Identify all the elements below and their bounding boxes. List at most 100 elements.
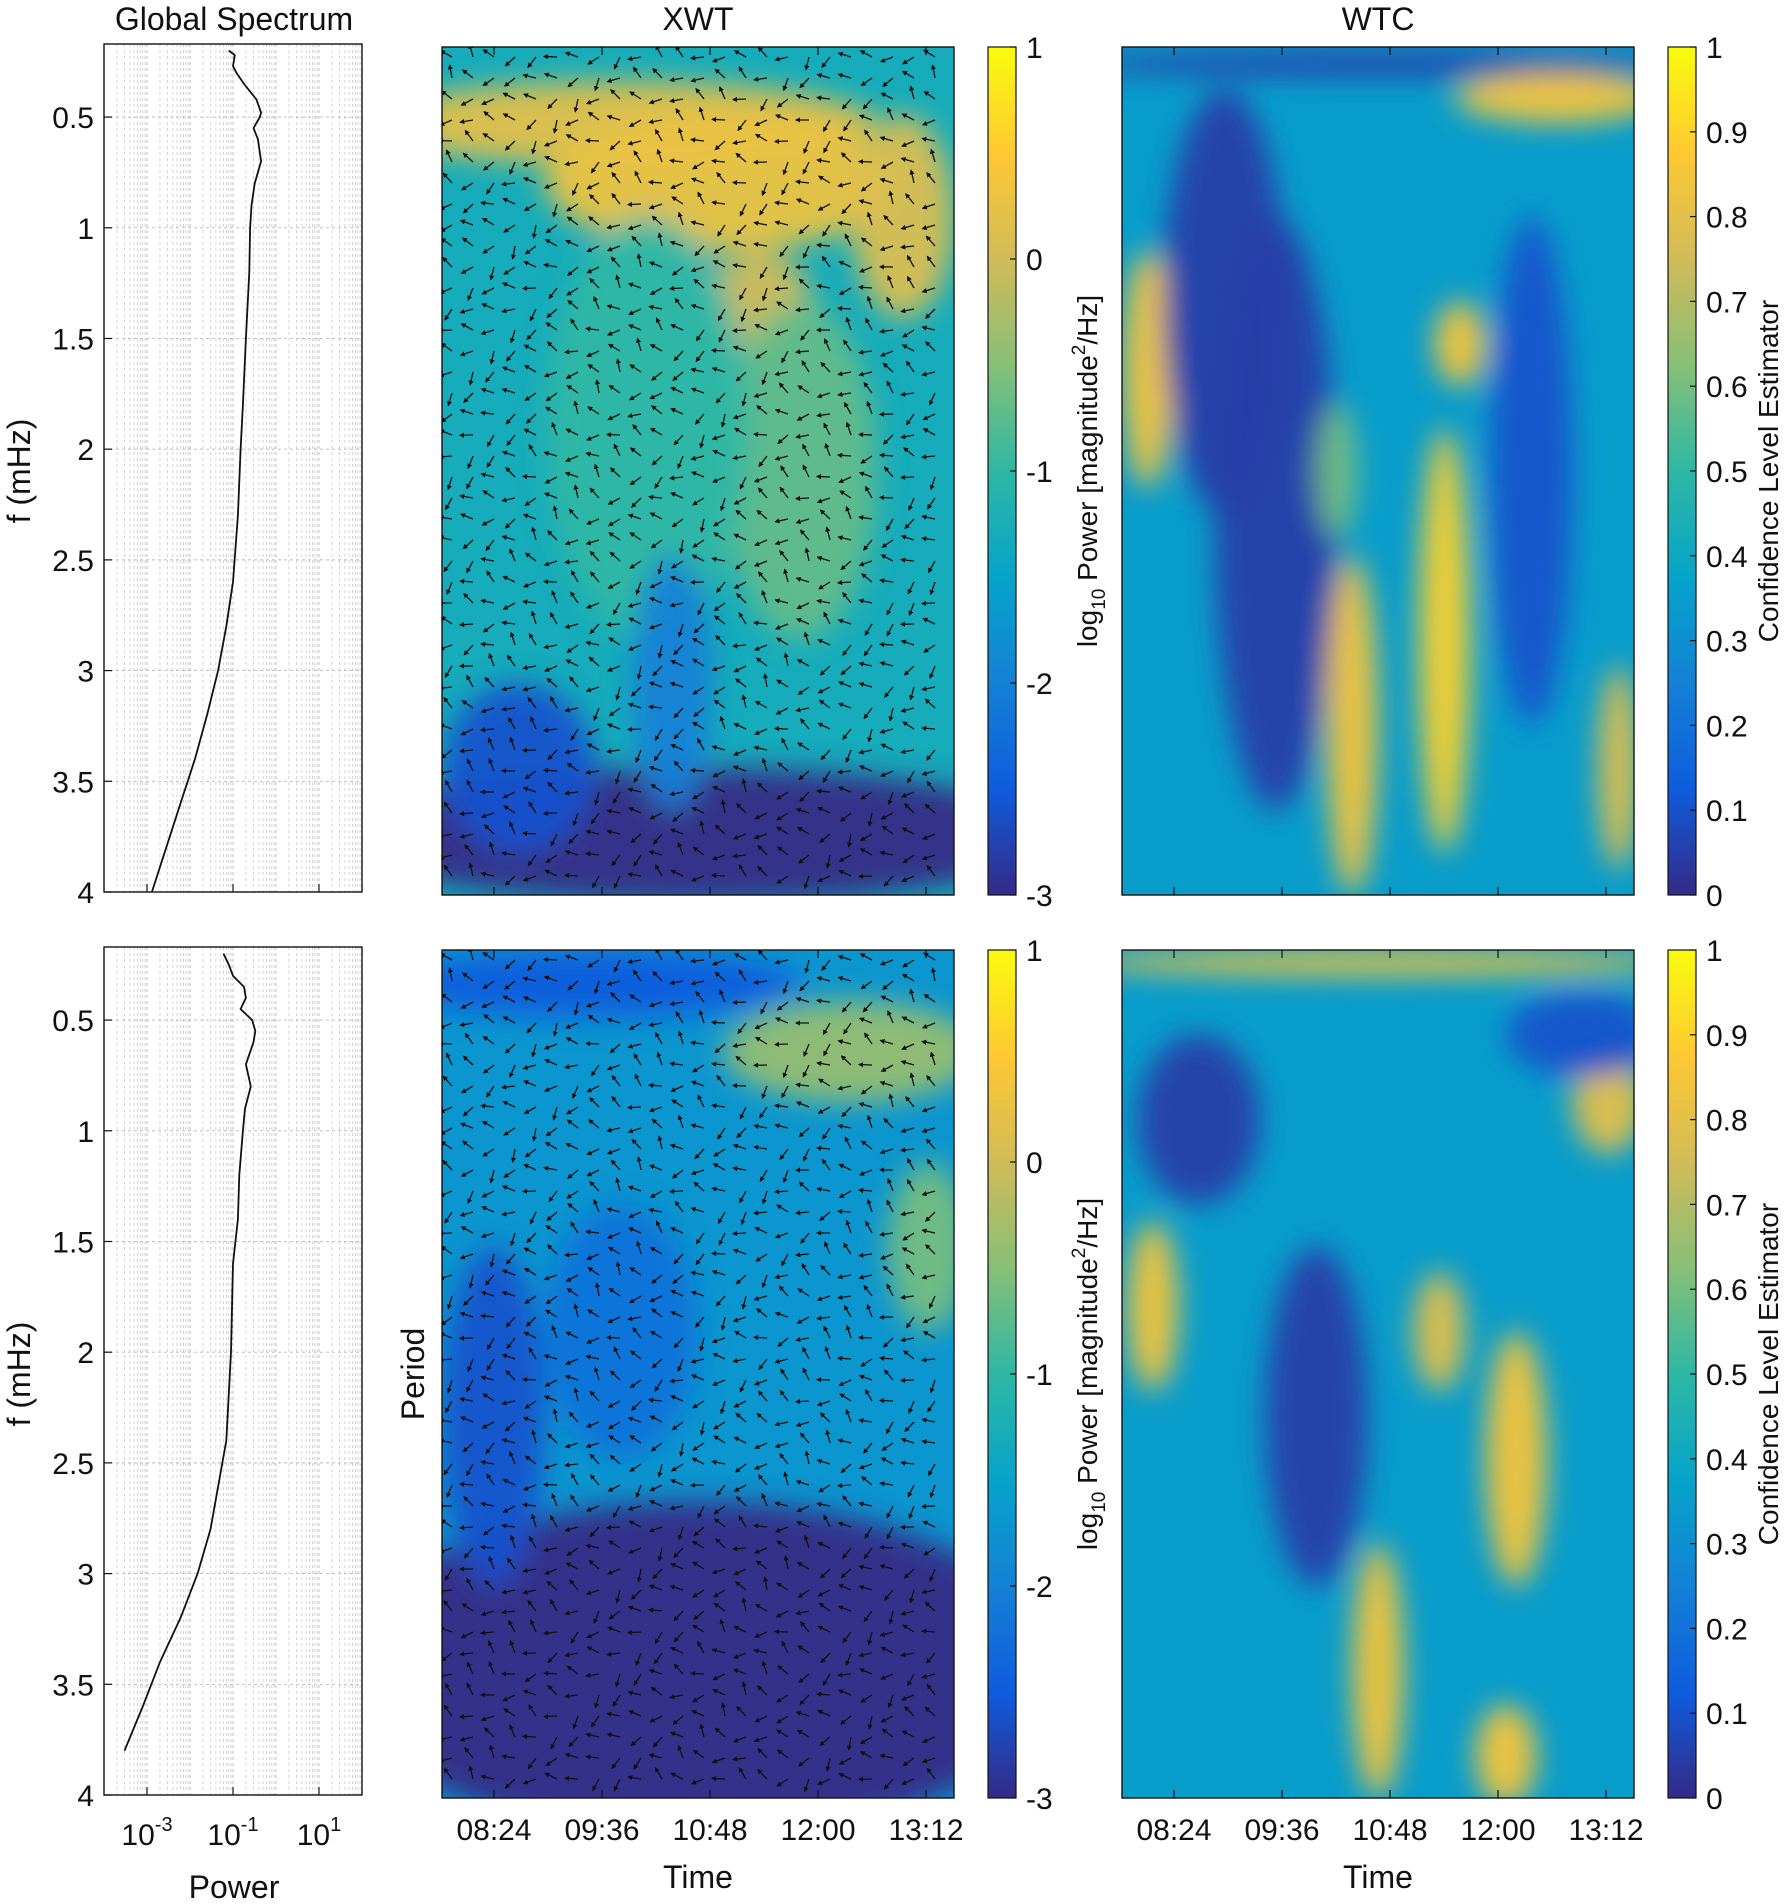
xwt-top-phase-arrow bbox=[732, 643, 747, 649]
xwt-top-phase-arrow bbox=[467, 287, 474, 302]
xwt-top-phase-arrow bbox=[756, 509, 768, 520]
xwt-top-phase-arrow bbox=[677, 127, 684, 142]
xwt-top-phase-arrow bbox=[840, 560, 852, 571]
xwt-top-phase-arrow bbox=[698, 106, 705, 121]
xwt-top-phase-arrow bbox=[692, 658, 705, 667]
xwt-top-phase-arrow bbox=[588, 656, 600, 667]
xwt-bottom-phase-arrow bbox=[442, 1230, 453, 1236]
xwt-top-phase-arrow bbox=[675, 47, 684, 58]
xwt-bottom-phase-arrow bbox=[857, 1187, 873, 1193]
xwt-top-phase-arrow bbox=[795, 307, 810, 313]
xwt-top-phase-arrow bbox=[757, 571, 768, 583]
xwt-top-phase-arrow bbox=[804, 56, 810, 71]
wtc-top-blob bbox=[1598, 666, 1634, 870]
xwt-top-phase-arrow bbox=[446, 581, 453, 596]
xwt-top-phase-arrow bbox=[607, 329, 621, 336]
xwt-top-phase-arrow bbox=[480, 472, 495, 478]
xwt-top-phase-arrow bbox=[543, 451, 558, 457]
xwt-top-phase-arrow bbox=[480, 641, 495, 647]
xwt-top-phase-arrow bbox=[611, 171, 621, 184]
xwt-top-phase-arrow bbox=[586, 518, 600, 525]
xwt-top-phase-arrow bbox=[486, 570, 495, 583]
xwt-top-phase-arrow bbox=[629, 91, 642, 100]
xwt-top-phase-arrow bbox=[711, 200, 726, 206]
wtc-bottom-field bbox=[1122, 950, 1634, 1798]
xwt-top-phase-arrow bbox=[552, 119, 558, 134]
xwt-top-phase-arrow bbox=[887, 274, 894, 289]
xwt-top-phase-arrow bbox=[887, 107, 894, 121]
panel-wtc-top: WTC 1 0.9 0.8 0.7 0.6 0.5 0.4 0.3 0.2 0.1 0 Confid… bbox=[1121, 1, 1784, 913]
xwt-top-phase-arrow bbox=[844, 233, 852, 247]
xwt-top-phase-arrow bbox=[442, 172, 453, 184]
xwt-top-phase-arrow bbox=[930, 64, 936, 79]
xwt-top-phase-arrow bbox=[900, 157, 915, 163]
xwt-top-phase-arrow bbox=[823, 611, 831, 625]
xwt-top-phase-arrow bbox=[715, 634, 726, 646]
xwt-top-phase-arrow bbox=[544, 239, 558, 247]
xwt-top-phase-arrow bbox=[442, 256, 453, 268]
wtc-bottom-colorbar-tick-label: 1 bbox=[1706, 935, 1723, 968]
xwt-top-phase-arrow bbox=[710, 872, 726, 879]
xwt-top-phase-arrow bbox=[612, 602, 621, 616]
xwt-top-phase-arrow bbox=[522, 599, 537, 605]
global-bottom-xlabel: Power bbox=[189, 1869, 280, 1904]
xwt-top-phase-arrow bbox=[732, 263, 747, 269]
xwt-top-phase-arrow bbox=[530, 610, 537, 625]
global-bottom-xtick-label: 101 bbox=[297, 1814, 342, 1852]
xwt-top-colorbar-tick-label: 0 bbox=[1026, 244, 1043, 277]
xwt-bottom-colorbar-tick-label: 1 bbox=[1026, 935, 1043, 968]
xwt-top-phase-arrow bbox=[717, 224, 726, 237]
xwt-bottom-phase-arrow bbox=[731, 1230, 747, 1237]
xwt-top-phase-arrow bbox=[882, 77, 894, 87]
xwt-bottom-phase-arrow bbox=[521, 1733, 537, 1740]
global-bottom-ytick-label: 0.5 bbox=[52, 1005, 94, 1038]
xwt-top-phase-arrow bbox=[589, 571, 600, 583]
wtc-top-colorbar-tick-label: 1 bbox=[1706, 32, 1723, 65]
xwt-top-phase-arrow bbox=[866, 211, 873, 226]
xwt-top-phase-arrow bbox=[798, 224, 810, 235]
xwt-top-phase-arrow bbox=[482, 490, 495, 499]
xwt-top-phase-arrow bbox=[444, 308, 453, 321]
xwt-top-phase-arrow bbox=[486, 455, 495, 468]
xwt-top-title: XWT bbox=[662, 1, 733, 37]
xwt-top-phase-arrow bbox=[778, 382, 789, 394]
xwt-top-phase-arrow bbox=[608, 532, 621, 541]
xwt-top-phase-arrow bbox=[929, 476, 936, 491]
xwt-top-phase-arrow bbox=[548, 287, 558, 300]
xwt-top-phase-arrow bbox=[754, 539, 768, 546]
xwt-top-phase-arrow bbox=[840, 665, 852, 676]
xwt-top-colorbar-tick-label: 1 bbox=[1026, 32, 1043, 65]
xwt-top-phase-arrow bbox=[858, 661, 873, 667]
panel-xwt-bottom: 08:24 09:36 10:48 12:00 13:12 1 0 -1 -2 -3 Perio… bbox=[395, 935, 1110, 1895]
xwt-top-phase-arrow bbox=[900, 391, 915, 397]
wtc-bottom-blob bbox=[1485, 1331, 1547, 1587]
xwt-top-phase-arrow bbox=[480, 387, 495, 394]
global-top-title: Global Spectrum bbox=[115, 1, 353, 37]
xwt-top-phase-arrow bbox=[590, 161, 600, 174]
xwt-top-phase-arrow bbox=[486, 182, 495, 195]
wtc-top-colorbar-tick-label: 0.6 bbox=[1706, 371, 1748, 404]
xwt-top-phase-arrow bbox=[586, 245, 600, 253]
xwt-top-phase-arrow bbox=[879, 328, 894, 334]
xwt-top-phase-arrow bbox=[669, 475, 684, 481]
xwt-top-phase-arrow bbox=[670, 386, 684, 394]
xwt-top-phase-arrow bbox=[649, 287, 663, 296]
xwt-top-phase-arrow bbox=[466, 560, 474, 574]
xwt-bottom-phase-arrow bbox=[710, 1775, 726, 1782]
xwt-top-blob bbox=[723, 301, 878, 641]
xwt-top-phase-arrow bbox=[458, 622, 474, 628]
xwt-top-phase-arrow bbox=[901, 70, 915, 79]
xwt-top-phase-arrow bbox=[783, 652, 789, 667]
wtc-top-blob bbox=[1214, 216, 1338, 811]
xwt-top-phase-arrow bbox=[690, 367, 705, 373]
xwt-top-phase-arrow bbox=[627, 602, 642, 608]
xwt-top-phase-arrow bbox=[899, 474, 915, 480]
xwt-top-phase-arrow bbox=[818, 581, 831, 590]
xwt-bottom-phase-arrow bbox=[605, 1524, 621, 1531]
xwt-top-phase-arrow bbox=[564, 471, 579, 478]
xwt-top-phase-arrow bbox=[549, 611, 558, 625]
xwt-top-phase-arrow bbox=[774, 623, 789, 630]
xwt-top-phase-arrow bbox=[732, 413, 747, 420]
xwt-top-phase-arrow bbox=[504, 77, 516, 87]
xwt-top-phase-arrow bbox=[761, 287, 768, 302]
